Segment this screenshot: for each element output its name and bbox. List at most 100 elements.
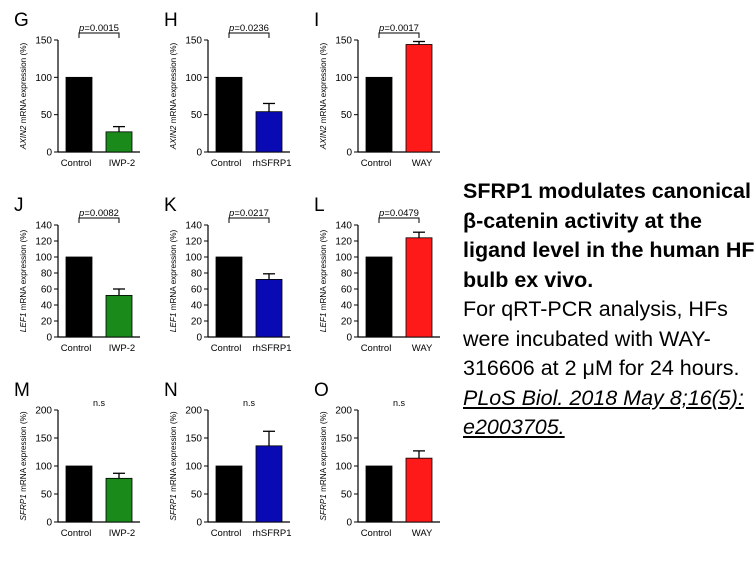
y-tick-label: 100 <box>185 73 202 84</box>
y-tick-label: 120 <box>185 237 202 248</box>
y-tick-label: 50 <box>191 490 203 501</box>
significance-label: n.s <box>243 398 256 408</box>
p-value-label: p=0.0015 <box>78 23 119 34</box>
bar-rhsfrp1 <box>255 279 283 338</box>
y-tick-label: 100 <box>185 253 202 264</box>
bar-way <box>405 44 433 153</box>
bar-control <box>215 256 243 338</box>
y-tick-label: 50 <box>41 490 53 501</box>
y-tick-label: 0 <box>46 333 52 344</box>
y-tick-label: 0 <box>196 518 202 529</box>
panel-letter: K <box>164 195 177 216</box>
bar-control <box>65 465 93 523</box>
y-tick-label: 150 <box>185 36 202 47</box>
panel-k: K LEF1 mRNA expression (%) 0 20 40 60 80 100 120… <box>150 185 300 370</box>
y-axis-label: LEF1 mRNA expression (%) <box>19 230 28 333</box>
y-tick-label: 0 <box>346 518 352 529</box>
y-tick-label: 50 <box>191 110 203 121</box>
bar-rhsfrp1 <box>255 111 283 153</box>
y-tick-label: 0 <box>346 148 352 159</box>
significance-bracket <box>228 217 270 223</box>
y-tick-label: 100 <box>35 462 52 473</box>
bar-iwp-2 <box>105 131 133 153</box>
x-tick-label: rhSFRP1 <box>252 528 291 539</box>
y-tick-label: 140 <box>185 221 202 232</box>
y-tick-label: 20 <box>41 317 53 328</box>
y-axis-label: LEF1 mRNA expression (%) <box>169 230 178 333</box>
x-tick-label: IWP-2 <box>109 343 135 354</box>
y-axis-label: LEF1 mRNA expression (%) <box>319 230 328 333</box>
bar-iwp-2 <box>105 477 133 523</box>
y-tick-label: 60 <box>341 285 353 296</box>
chart-k: K LEF1 mRNA expression (%) 0 20 40 60 80 100 120… <box>164 195 292 354</box>
significance-label: n.s <box>93 398 106 408</box>
bar-control <box>215 465 243 523</box>
panel-g: G AXIN2 mRNA expression (%) 0 50 100 150 Contr… <box>0 0 150 185</box>
x-tick-label: Control <box>361 158 392 169</box>
y-tick-label: 50 <box>41 110 53 121</box>
y-axis-label: SFRP1 mRNA expression (%) <box>19 411 28 520</box>
y-tick-label: 80 <box>191 269 203 280</box>
y-axis-label: AXIN2 mRNA expression (%) <box>19 42 28 150</box>
significance-label: n.s <box>393 398 406 408</box>
x-tick-label: Control <box>211 343 242 354</box>
bar-control <box>215 76 243 153</box>
bar-control <box>65 256 93 338</box>
caption-citation-link[interactable]: PLoS Biol. 2018 May 8;16(5): e2003705. <box>463 385 744 440</box>
y-tick-label: 100 <box>35 253 52 264</box>
x-tick-label: Control <box>211 528 242 539</box>
p-value-label: p=0.0479 <box>378 208 419 219</box>
y-tick-label: 200 <box>35 406 52 417</box>
y-tick-label: 200 <box>335 406 352 417</box>
x-tick-label: IWP-2 <box>109 528 135 539</box>
y-tick-label: 40 <box>191 301 203 312</box>
x-tick-label: rhSFRP1 <box>252 343 291 354</box>
panel-m: M SFRP1 mRNA expression (%) 0 50 100 150 200 Co… <box>0 370 150 555</box>
x-tick-label: WAY <box>412 528 433 539</box>
chart-h: H AXIN2 mRNA expression (%) 0 50 100 150 Contr… <box>164 10 292 169</box>
y-tick-label: 100 <box>335 253 352 264</box>
y-tick-label: 140 <box>335 221 352 232</box>
figure-panels: G AXIN2 mRNA expression (%) 0 50 100 150 Contr… <box>0 0 450 555</box>
x-tick-label: Control <box>61 528 92 539</box>
x-tick-label: IWP-2 <box>109 158 135 169</box>
y-tick-label: 60 <box>41 285 53 296</box>
y-tick-label: 0 <box>46 518 52 529</box>
p-value-label: p=0.0017 <box>378 23 419 34</box>
chart-i: I AXIN2 mRNA expression (%) 0 50 100 150 Contr… <box>314 10 440 169</box>
y-tick-label: 0 <box>46 148 52 159</box>
y-tick-label: 150 <box>35 434 52 445</box>
panel-letter: O <box>314 380 329 401</box>
bar-way <box>405 237 433 338</box>
significance-bracket <box>78 32 120 38</box>
y-tick-label: 40 <box>41 301 53 312</box>
y-axis-label: AXIN2 mRNA expression (%) <box>319 42 328 150</box>
panel-n: N SFRP1 mRNA expression (%) 0 50 100 150 200 Co… <box>150 370 300 555</box>
bar-control <box>65 76 93 153</box>
y-tick-label: 100 <box>335 462 352 473</box>
y-tick-label: 20 <box>341 317 353 328</box>
panel-letter: M <box>14 380 30 401</box>
y-axis-label: SFRP1 mRNA expression (%) <box>169 411 178 520</box>
panel-letter: H <box>164 10 178 31</box>
significance-bracket <box>378 217 420 223</box>
y-tick-label: 60 <box>191 285 203 296</box>
y-tick-label: 0 <box>196 333 202 344</box>
y-tick-label: 150 <box>335 434 352 445</box>
bar-rhsfrp1 <box>255 445 283 523</box>
bar-way <box>405 457 433 523</box>
panel-i: I AXIN2 mRNA expression (%) 0 50 100 150 Contr… <box>300 0 450 185</box>
x-tick-label: Control <box>361 343 392 354</box>
panel-letter: J <box>14 195 24 216</box>
chart-m: M SFRP1 mRNA expression (%) 0 50 100 150 200 Co… <box>14 380 140 539</box>
panel-o: O SFRP1 mRNA expression (%) 0 50 100 150 200 Co… <box>300 370 450 555</box>
chart-g: G AXIN2 mRNA expression (%) 0 50 100 150 Contr… <box>14 10 140 169</box>
x-tick-label: WAY <box>412 343 433 354</box>
x-tick-label: rhSFRP1 <box>252 158 291 169</box>
p-value-label: p=0.0217 <box>228 208 269 219</box>
y-tick-label: 140 <box>35 221 52 232</box>
y-tick-label: 120 <box>35 237 52 248</box>
chart-n: N SFRP1 mRNA expression (%) 0 50 100 150 200 Co… <box>164 380 292 539</box>
y-tick-label: 200 <box>185 406 202 417</box>
chart-j: J LEF1 mRNA expression (%) 0 20 40 60 80 100 120… <box>14 195 140 354</box>
